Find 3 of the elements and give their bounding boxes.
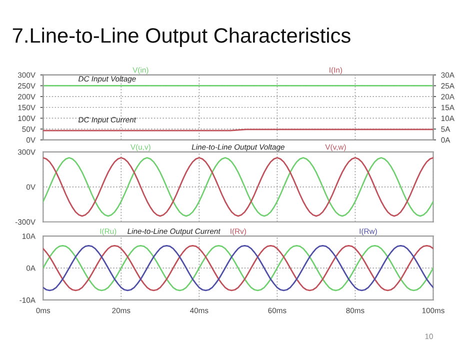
line-series xyxy=(43,157,434,217)
line-series xyxy=(43,244,434,292)
chart-title: 7.Line-to-Line Output Characteristics xyxy=(12,28,350,47)
